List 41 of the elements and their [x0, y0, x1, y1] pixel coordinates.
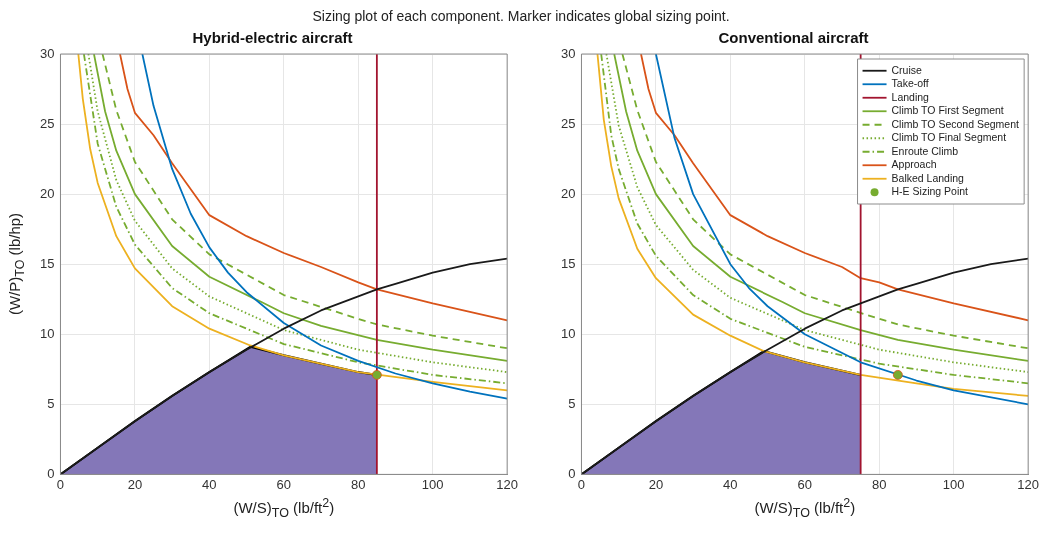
x-axis-title: (W/S)$_{TO}$ (lb/ft$^{2}$)	[233, 496, 335, 521]
y-tick-label: 0	[47, 465, 55, 481]
y-tick-label: 5	[568, 395, 576, 411]
legend-label: Climb TO First Segment	[891, 104, 1004, 117]
x-tick-label: 120	[496, 476, 519, 492]
y-tick-label: 20	[39, 185, 55, 201]
x-tick-label: 80	[872, 476, 887, 492]
legend-label: Climb TO Final Segment	[891, 131, 1007, 144]
x-axis-title: (W/S)$_{TO}$ (lb/ft$^{2}$)	[754, 496, 856, 521]
x-tick-label: 120	[1017, 476, 1040, 492]
x-tick-label: 20	[127, 476, 143, 492]
x-tick-label: 40	[202, 476, 217, 492]
legend-label: Enroute Climb	[891, 144, 959, 157]
legend-label: Climb TO Second Segment	[891, 117, 1020, 130]
x-tick-label: 60	[276, 476, 292, 492]
x-tick-label: 100	[421, 476, 444, 492]
y-tick-label: 0	[568, 465, 576, 481]
text: Sizing plot of each component. Marker indicates global sizing point.	[311, 8, 731, 24]
legend-label: Cruise	[891, 63, 923, 76]
legend-label: H-E Sizing Point	[891, 185, 969, 198]
x-tick-label: 40	[723, 476, 738, 492]
y-tick-label: 25	[560, 115, 576, 131]
y-tick-label: 20	[560, 185, 576, 201]
y-tick-label: 30	[39, 45, 55, 61]
x-tick-label: 20	[648, 476, 664, 492]
y-tick-label: 10	[560, 325, 576, 341]
y-tick-label: 15	[39, 255, 55, 271]
legend-label: Landing	[891, 90, 930, 103]
legend-label: Take-off	[891, 77, 929, 90]
y-tick-label: 10	[39, 325, 55, 341]
x-tick-label: 60	[797, 476, 813, 492]
legend-label: Approach	[891, 158, 937, 171]
chart-title: Conventional aircraft	[718, 29, 869, 47]
y-tick-label: 30	[560, 45, 576, 61]
y-tick-label: 5	[47, 395, 55, 411]
legend-label: Balked Landing	[891, 171, 965, 184]
x-tick-label: 80	[351, 476, 366, 492]
x-tick-label: 100	[942, 476, 965, 492]
chart-title: Hybrid-electric aircraft	[192, 29, 353, 47]
y-tick-label: 15	[560, 255, 576, 271]
y-tick-label: 25	[39, 115, 55, 131]
